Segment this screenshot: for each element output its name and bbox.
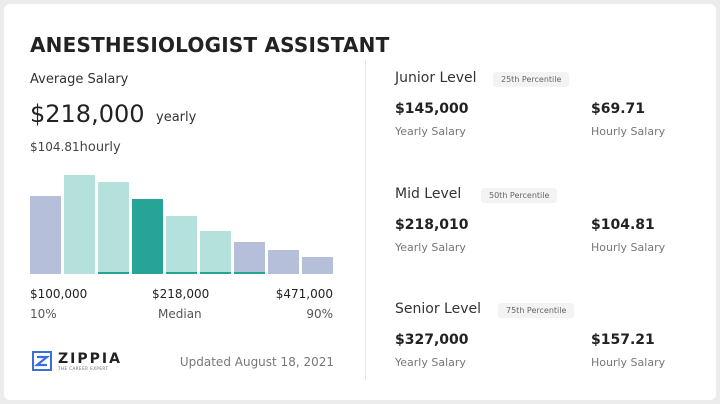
updated-date: Updated August 18, 2021	[179, 355, 334, 369]
level-yearly-value: $218,010	[395, 217, 469, 233]
level-name: Mid Level	[395, 186, 462, 202]
histogram-bar	[64, 175, 95, 274]
interquartile-marker	[98, 272, 129, 274]
brand-name: ZIPPIA	[58, 350, 122, 367]
zippia-logo-icon	[32, 351, 52, 371]
tick-median-label: Median	[158, 307, 202, 321]
average-hourly: $104.81hourly	[30, 140, 121, 155]
histogram-bar	[166, 216, 197, 274]
histogram-bar	[302, 257, 333, 274]
salary-card: ANESTHESIOLOGIST ASSISTANT Average Salar…	[4, 4, 716, 400]
level-hourly-label: Hourly Salary	[591, 356, 666, 369]
histogram-bar	[234, 242, 265, 274]
histogram-bar	[268, 250, 299, 274]
level-yearly-label: Yearly Salary	[395, 125, 466, 138]
tick-high-label: 90%	[306, 307, 333, 321]
level-yearly-label: Yearly Salary	[395, 241, 466, 254]
yearly-unit: yearly	[156, 110, 197, 125]
average-hourly-value: $104.81	[30, 140, 80, 154]
interquartile-marker	[166, 272, 197, 274]
tick-median-value: $218,000	[152, 287, 210, 301]
histogram-bar-median	[132, 199, 163, 274]
zippia-logo[interactable]: ZIPPIA THE CAREER EXPERT	[32, 351, 122, 371]
level-hourly-value: $104.81	[591, 217, 655, 233]
level-hourly-value: $69.71	[591, 101, 646, 117]
tick-low-value: $100,000	[30, 287, 88, 301]
brand-tagline: THE CAREER EXPERT	[58, 365, 109, 371]
tick-low-label: 10%	[30, 307, 57, 321]
percentile-badge: 75th Percentile	[498, 303, 575, 318]
divider	[365, 60, 366, 380]
average-yearly-value: $218,000	[30, 100, 145, 128]
level-name: Senior Level	[395, 301, 481, 317]
level-name: Junior Level	[395, 70, 477, 86]
average-salary-label: Average Salary	[30, 72, 129, 87]
percentile-badge: 50th Percentile	[481, 188, 558, 203]
level-yearly-label: Yearly Salary	[395, 356, 466, 369]
histogram-bar	[30, 196, 61, 274]
interquartile-marker	[234, 272, 265, 274]
level-yearly-value: $327,000	[395, 332, 469, 348]
hourly-unit: hourly	[79, 140, 121, 155]
level-hourly-value: $157.21	[591, 332, 655, 348]
level-hourly-label: Hourly Salary	[591, 125, 666, 138]
interquartile-marker	[200, 272, 231, 274]
level-yearly-value: $145,000	[395, 101, 469, 117]
level-hourly-label: Hourly Salary	[591, 241, 666, 254]
tick-high-value: $471,000	[275, 287, 333, 301]
histogram-bar	[200, 231, 231, 274]
histogram-bar	[98, 182, 129, 274]
salary-histogram	[30, 175, 333, 274]
page-title: ANESTHESIOLOGIST ASSISTANT	[30, 33, 390, 57]
percentile-badge: 25th Percentile	[493, 72, 570, 87]
